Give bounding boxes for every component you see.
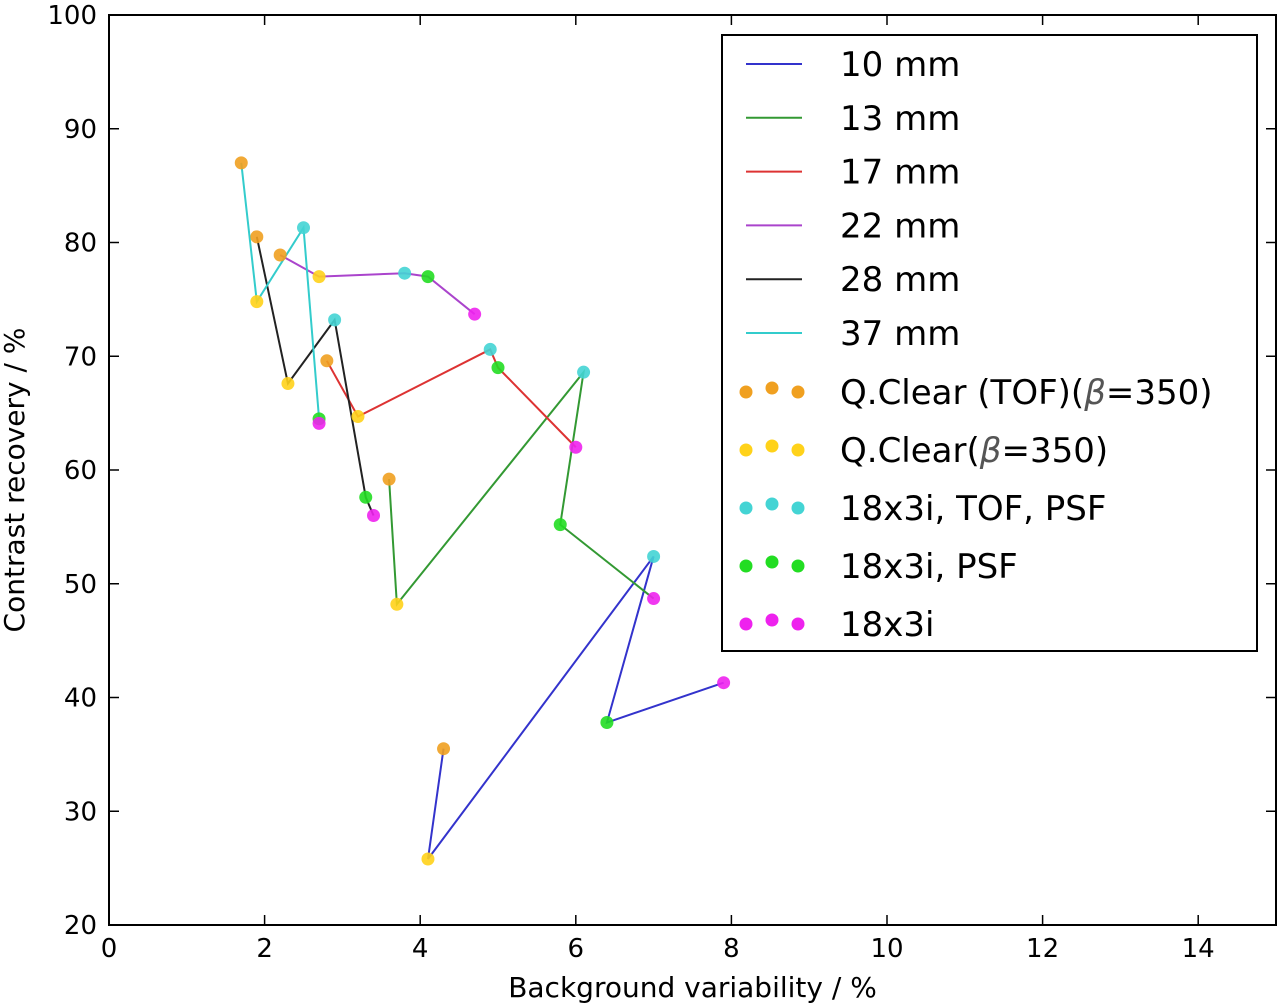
y-tick-label: 50 (64, 570, 97, 600)
x-tick-label: 12 (1026, 934, 1059, 964)
data-point-qclear_tof (382, 472, 396, 486)
legend-marker-swatch (765, 613, 779, 627)
legend-entry-label: 18x3i, TOF, PSF (840, 489, 1106, 529)
legend-marker-swatch (791, 501, 805, 515)
data-point-base (468, 307, 482, 321)
marker-layer (234, 156, 731, 866)
y-axis-ticks: 20 30 40 50 60 70 80 90 100 (47, 1, 1276, 941)
data-point-qclear_tof (234, 156, 248, 170)
data-point-tof_psf (483, 342, 497, 356)
legend-entry-label: 18x3i (840, 605, 934, 645)
data-point-qclear (390, 597, 404, 611)
data-point-psf (359, 490, 373, 504)
legend-box (721, 34, 1258, 652)
y-tick-label: 80 (64, 229, 97, 259)
data-point-qclear (421, 852, 435, 866)
legend-marker-swatch (765, 497, 779, 511)
legend: 10 mm 13 mm 17 mm 22 mm 28 mm 37 mm Q.Clear (T… (721, 34, 1258, 652)
data-point-tof_psf (297, 221, 310, 235)
data-point-psf (600, 716, 614, 730)
legend-marker-swatch (765, 555, 779, 569)
x-tick-label: 8 (723, 934, 740, 964)
data-point-base (569, 440, 583, 454)
y-tick-label: 90 (64, 115, 97, 145)
data-point-qclear_tof (273, 248, 287, 262)
legend-entry-label: 22 mm (840, 206, 960, 246)
x-tick-label: 6 (568, 934, 585, 964)
legend-marker-swatch (739, 501, 753, 515)
series-line-10-mm (426, 555, 724, 860)
data-point-qclear_tof (437, 742, 451, 756)
y-tick-label: 70 (64, 342, 97, 372)
x-axis-label: Background variability / % (508, 971, 877, 1004)
legend-entry-label: 10 mm (840, 45, 960, 85)
legend-marker-swatch (739, 385, 753, 399)
data-point-base (312, 416, 326, 430)
legend-marker-swatch (739, 617, 753, 631)
legend-marker-swatch (791, 617, 805, 631)
data-point-qclear_tof (320, 354, 334, 368)
data-point-psf (421, 270, 435, 284)
data-point-base (367, 509, 381, 522)
legend-marker-swatch (791, 385, 805, 399)
legend-entry-label: 28 mm (840, 260, 960, 300)
data-point-qclear (281, 377, 295, 391)
series-line-37-mm (240, 162, 321, 424)
y-tick-label: 30 (64, 797, 97, 827)
data-point-qclear (351, 410, 365, 424)
series-layer (240, 162, 724, 860)
data-point-qclear (312, 270, 326, 284)
legend-marker-swatch (765, 439, 779, 453)
legend-marker-swatch (739, 559, 753, 573)
data-point-tof_psf (398, 266, 412, 280)
series-line-17-mm (325, 348, 577, 448)
legend-entry-label: 13 mm (840, 99, 960, 139)
data-point-tof_psf (328, 313, 342, 327)
data-point-qclear (250, 295, 264, 309)
data-point-tof_psf (647, 549, 661, 563)
legend-entry-label: 17 mm (840, 153, 960, 193)
data-point-base (717, 676, 731, 690)
legend-entry-label: Q.Clear (TOF)(β=350) (840, 373, 1213, 413)
y-tick-label: 60 (64, 456, 97, 486)
legend-entry-label: Q.Clear(β=350) (840, 431, 1108, 471)
x-tick-label: 2 (256, 934, 273, 964)
legend-entry-label: 18x3i, PSF (840, 547, 1018, 587)
x-tick-label: 14 (1182, 934, 1215, 964)
y-tick-label: 20 (64, 911, 97, 941)
x-axis-ticks: 0 2 4 6 8 10 12 14 (101, 15, 1215, 964)
data-point-qclear_tof (250, 230, 264, 244)
data-point-tof_psf (577, 365, 591, 379)
legend-marker-swatch (791, 559, 805, 573)
x-tick-label: 0 (101, 934, 118, 964)
series-line-13-mm (388, 368, 655, 607)
legend-marker-swatch (739, 443, 753, 457)
legend-entry-label: 37 mm (840, 314, 960, 354)
data-point-psf (491, 361, 505, 375)
legend-marker-swatch (765, 381, 779, 395)
x-tick-label: 10 (870, 934, 903, 964)
y-axis-label: Contrast recovery / % (0, 328, 31, 633)
data-point-psf (553, 518, 567, 532)
y-tick-label: 100 (47, 1, 97, 31)
x-tick-label: 4 (412, 934, 429, 964)
legend-marker-swatch (791, 443, 805, 457)
data-point-base (647, 592, 661, 606)
y-tick-label: 40 (64, 684, 97, 714)
